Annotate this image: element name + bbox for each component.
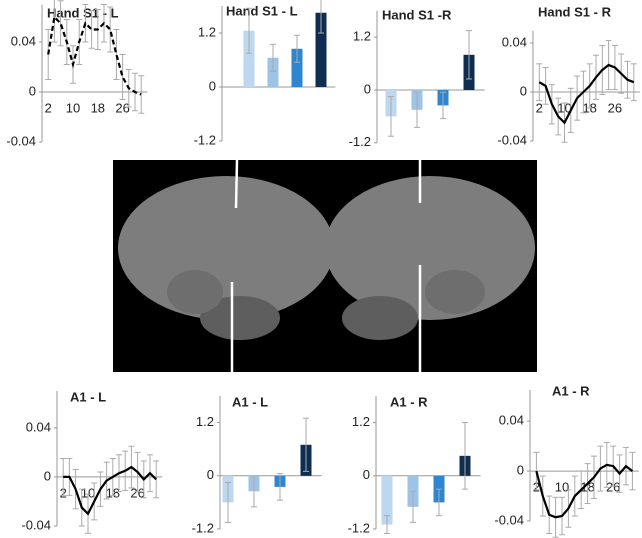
chart-title: Hand S1 - L [226, 3, 298, 18]
y-tick-label: -0.04 [497, 132, 527, 147]
x-tick-label: 26 [115, 100, 129, 115]
line-series [47, 14, 142, 96]
slice-line [234, 159, 239, 209]
chart-title: A1 - L [70, 389, 106, 404]
chart-title: A1 - R [552, 383, 590, 398]
right-temporal [425, 270, 485, 314]
chart: Hand S1 -R 1.2 0 -1.2 [349, 7, 485, 149]
y-tick-label: -0.04 [21, 517, 51, 532]
x-tick-label: 10 [555, 480, 569, 495]
bar [291, 48, 303, 87]
y-tick-label: 1.2 [352, 414, 370, 429]
y-tick-label: 0.04 [502, 34, 527, 49]
y-tick-label: 0 [207, 467, 214, 482]
left-cerebellum [200, 296, 280, 340]
y-tick-label: -0.04 [6, 133, 36, 148]
y-tick-label: 0 [364, 81, 371, 96]
bar [243, 30, 255, 87]
line-series [63, 465, 157, 516]
left-temporal [167, 270, 223, 314]
y-tick-label: 0.04 [499, 413, 524, 428]
chart: Hand S1 - L 1.2 0 -1.2 [194, 0, 336, 147]
chart-title: Hand S1 - R [538, 4, 612, 19]
bar [381, 475, 393, 525]
y-tick-label: -0.04 [494, 512, 524, 527]
right-cerebellum [342, 296, 418, 340]
y-tick-label: -1.2 [194, 132, 216, 147]
line-series [538, 63, 635, 125]
x-tick-label: 10 [66, 100, 80, 115]
bar [267, 57, 279, 87]
chart: Hand S1 - L 0.04 0 -0.04 2 10 18 26 [6, 0, 148, 148]
line-series [535, 463, 634, 519]
y-tick-label: 1.2 [353, 29, 371, 44]
brain-image [113, 159, 537, 372]
chart: A1 - R 1.2 0 -1.2 [348, 394, 481, 535]
chart-title: A1 - L [232, 394, 268, 409]
chart: A1 - L 1.2 0 -1.2 [192, 394, 322, 535]
y-tick-label: 0 [209, 78, 216, 93]
x-tick-label: 26 [130, 485, 144, 500]
y-tick-label: 0.04 [11, 33, 36, 48]
y-tick-label: 0 [520, 83, 527, 98]
bar [315, 12, 327, 87]
y-tick-label: 0 [29, 83, 36, 98]
x-tick-label: 26 [606, 480, 620, 495]
y-tick-label: -1.2 [192, 520, 214, 535]
y-tick-label: -1.2 [349, 134, 371, 149]
y-tick-label: 1.2 [196, 414, 214, 429]
x-tick-label: 2 [45, 100, 52, 115]
y-tick-label: 1.2 [198, 24, 216, 39]
chart-title: Hand S1 - L [47, 5, 119, 20]
y-tick-label: 0 [44, 468, 51, 483]
chart-title: Hand S1 -R [382, 7, 452, 22]
y-tick-label: 0.04 [26, 419, 51, 434]
y-tick-label: 0 [517, 463, 524, 478]
y-tick-label: -1.2 [348, 520, 370, 535]
x-tick-label: 2 [536, 100, 543, 115]
x-tick-label: 18 [91, 100, 105, 115]
x-tick-label: 26 [608, 100, 622, 115]
y-tick-label: 0 [363, 467, 370, 482]
chart-title: A1 - R [390, 394, 428, 409]
